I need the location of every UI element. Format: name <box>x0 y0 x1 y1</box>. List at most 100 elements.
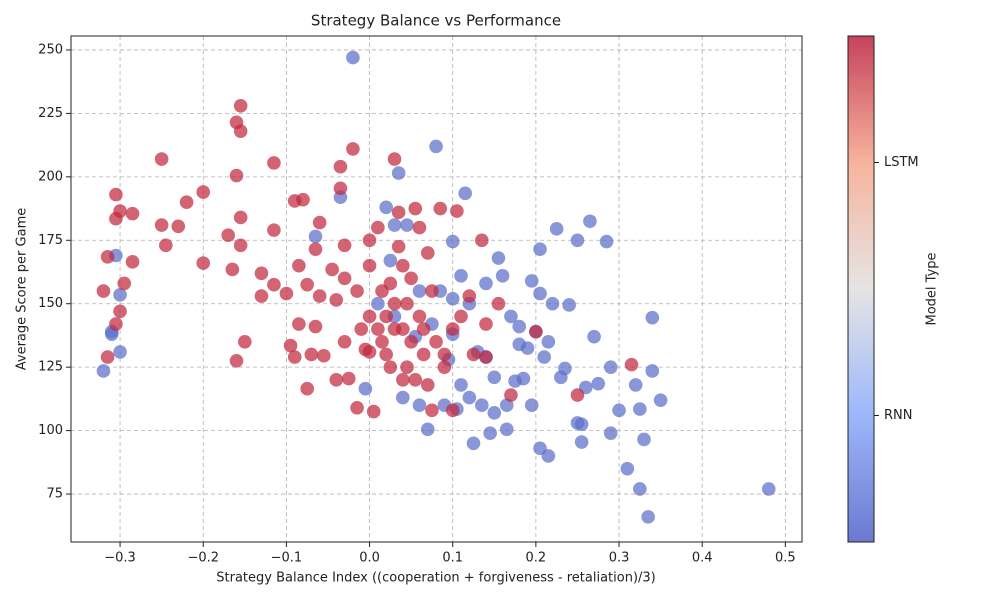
point <box>603 360 618 374</box>
point <box>329 373 344 387</box>
point <box>408 201 423 216</box>
point <box>416 347 431 362</box>
point <box>100 350 115 364</box>
point <box>96 284 111 298</box>
point <box>233 238 248 253</box>
y-tick-label: 75 <box>46 487 63 502</box>
point <box>113 304 127 319</box>
point <box>387 152 402 166</box>
y-tick-label: 100 <box>38 423 63 438</box>
point <box>462 390 477 405</box>
point <box>308 242 323 256</box>
point <box>437 360 452 374</box>
colorbar-label: Model Type <box>925 252 940 325</box>
point <box>420 246 435 260</box>
point <box>479 317 493 331</box>
point <box>433 201 448 216</box>
point <box>541 449 556 463</box>
point <box>113 204 127 218</box>
point <box>400 296 414 311</box>
point <box>653 393 668 407</box>
point <box>267 156 281 170</box>
point <box>391 166 406 180</box>
y-tick-label: 150 <box>38 296 63 311</box>
point <box>387 296 402 311</box>
point <box>396 373 410 387</box>
point <box>96 364 111 378</box>
point <box>387 218 402 232</box>
x-tick-label: 0.2 <box>526 551 547 566</box>
plot-frame <box>70 35 803 543</box>
point <box>358 342 373 357</box>
point <box>462 289 477 303</box>
x-tick-label: −0.3 <box>104 551 136 566</box>
point <box>504 388 518 402</box>
point <box>179 195 194 210</box>
point <box>516 371 531 386</box>
point <box>396 258 410 273</box>
point <box>233 98 248 113</box>
point <box>254 289 269 303</box>
point <box>383 360 398 374</box>
point <box>196 256 211 270</box>
point <box>529 324 543 339</box>
x-tick-label: −0.1 <box>271 551 303 566</box>
point <box>267 223 281 237</box>
point <box>583 214 597 229</box>
point <box>445 403 460 418</box>
point <box>641 510 655 524</box>
point <box>599 234 614 249</box>
point <box>458 186 472 201</box>
point <box>366 404 381 419</box>
y-tick-label: 175 <box>38 233 63 248</box>
point <box>154 218 169 232</box>
colorbar-tick-label: RNN <box>884 408 912 423</box>
point <box>400 360 414 374</box>
point <box>229 354 244 368</box>
colorbar <box>848 36 874 542</box>
colorbar-frame <box>847 35 875 543</box>
point <box>308 319 323 334</box>
point <box>396 390 410 405</box>
point <box>524 274 539 288</box>
chart-title: Strategy Balance vs Performance <box>311 12 561 30</box>
point <box>466 347 481 362</box>
x-tick-label: 0.0 <box>359 551 380 566</box>
point <box>362 233 377 248</box>
point <box>450 204 464 218</box>
point <box>346 50 360 65</box>
point <box>109 317 123 331</box>
point <box>371 296 385 311</box>
point <box>491 296 506 311</box>
point <box>445 322 460 336</box>
y-tick-label: 200 <box>38 169 63 184</box>
point <box>400 218 414 232</box>
point <box>379 200 393 215</box>
point <box>333 159 348 174</box>
point <box>125 255 140 269</box>
point <box>533 286 547 301</box>
point <box>570 233 585 248</box>
point <box>454 309 468 324</box>
point <box>637 432 651 447</box>
point <box>221 228 235 243</box>
point <box>633 402 647 416</box>
point <box>416 322 431 336</box>
x-tick-label: 0.3 <box>609 551 630 566</box>
point <box>645 310 660 325</box>
point <box>325 262 339 277</box>
point <box>333 181 348 196</box>
point <box>100 249 115 264</box>
point <box>429 334 443 349</box>
point <box>645 364 660 378</box>
point <box>171 219 186 234</box>
point <box>420 422 435 437</box>
point <box>300 277 314 292</box>
y-tick-label: 125 <box>38 360 63 375</box>
point <box>371 322 385 336</box>
point <box>292 317 306 331</box>
point <box>113 345 127 359</box>
point <box>620 461 635 476</box>
point <box>125 206 140 221</box>
